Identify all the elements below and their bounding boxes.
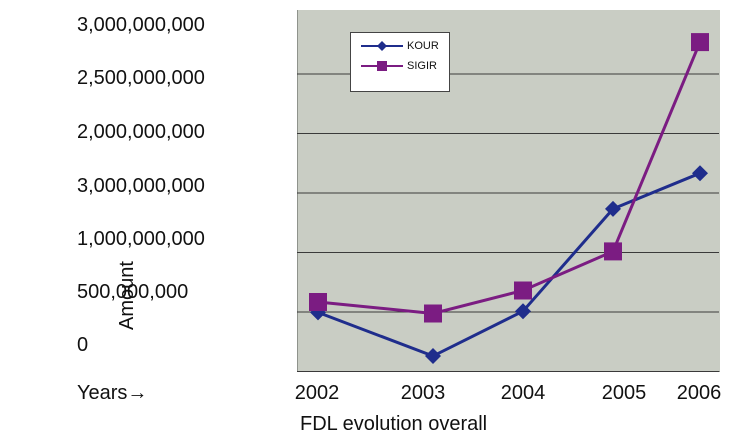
years-arrow-label: Years→ [77, 382, 148, 404]
data-point-kour [692, 165, 708, 182]
data-point-sigir [424, 304, 442, 323]
legend-swatch-sigir [361, 61, 403, 71]
y-tick-label: 3,000,000,000 [77, 175, 205, 197]
y-tick-label: 2,000,000,000 [77, 121, 205, 143]
data-point-kour [605, 200, 621, 217]
x-tick-label: 2003 [400, 382, 446, 404]
x-tick-label: 2005 [601, 382, 647, 404]
data-point-sigir [514, 281, 532, 300]
legend-label-kour: KOUR [407, 40, 439, 52]
y-tick-label: 3,000,000,000 [77, 14, 205, 36]
x-axis-caption: FDL evolution overall [300, 413, 488, 435]
series-layer [309, 33, 709, 365]
x-tick-label: 2006 [676, 382, 722, 404]
series-line-kour [317, 171, 701, 358]
data-point-sigir [604, 242, 622, 261]
y-tick-label: 500,000,000 [77, 281, 189, 303]
data-point-kour [515, 303, 531, 320]
data-point-kour [425, 348, 441, 365]
legend-item-sigir: SIGIR [359, 59, 437, 73]
legend-swatch-kour [361, 41, 403, 51]
y-tick-label: 2,500,000,000 [77, 67, 205, 89]
data-point-sigir [309, 293, 327, 311]
y-tick-label: 0 [77, 334, 89, 356]
data-point-sigir [691, 33, 709, 52]
legend: KOUR SIGIR [350, 32, 450, 92]
legend-label-sigir: SIGIR [407, 60, 437, 72]
legend-item-kour: KOUR [359, 39, 439, 53]
y-axis-title: Amount [116, 261, 138, 330]
x-tick-label: 2002 [294, 382, 340, 404]
y-tick-label: 1,000,000,000 [77, 228, 205, 250]
x-tick-label: 2004 [500, 382, 546, 404]
